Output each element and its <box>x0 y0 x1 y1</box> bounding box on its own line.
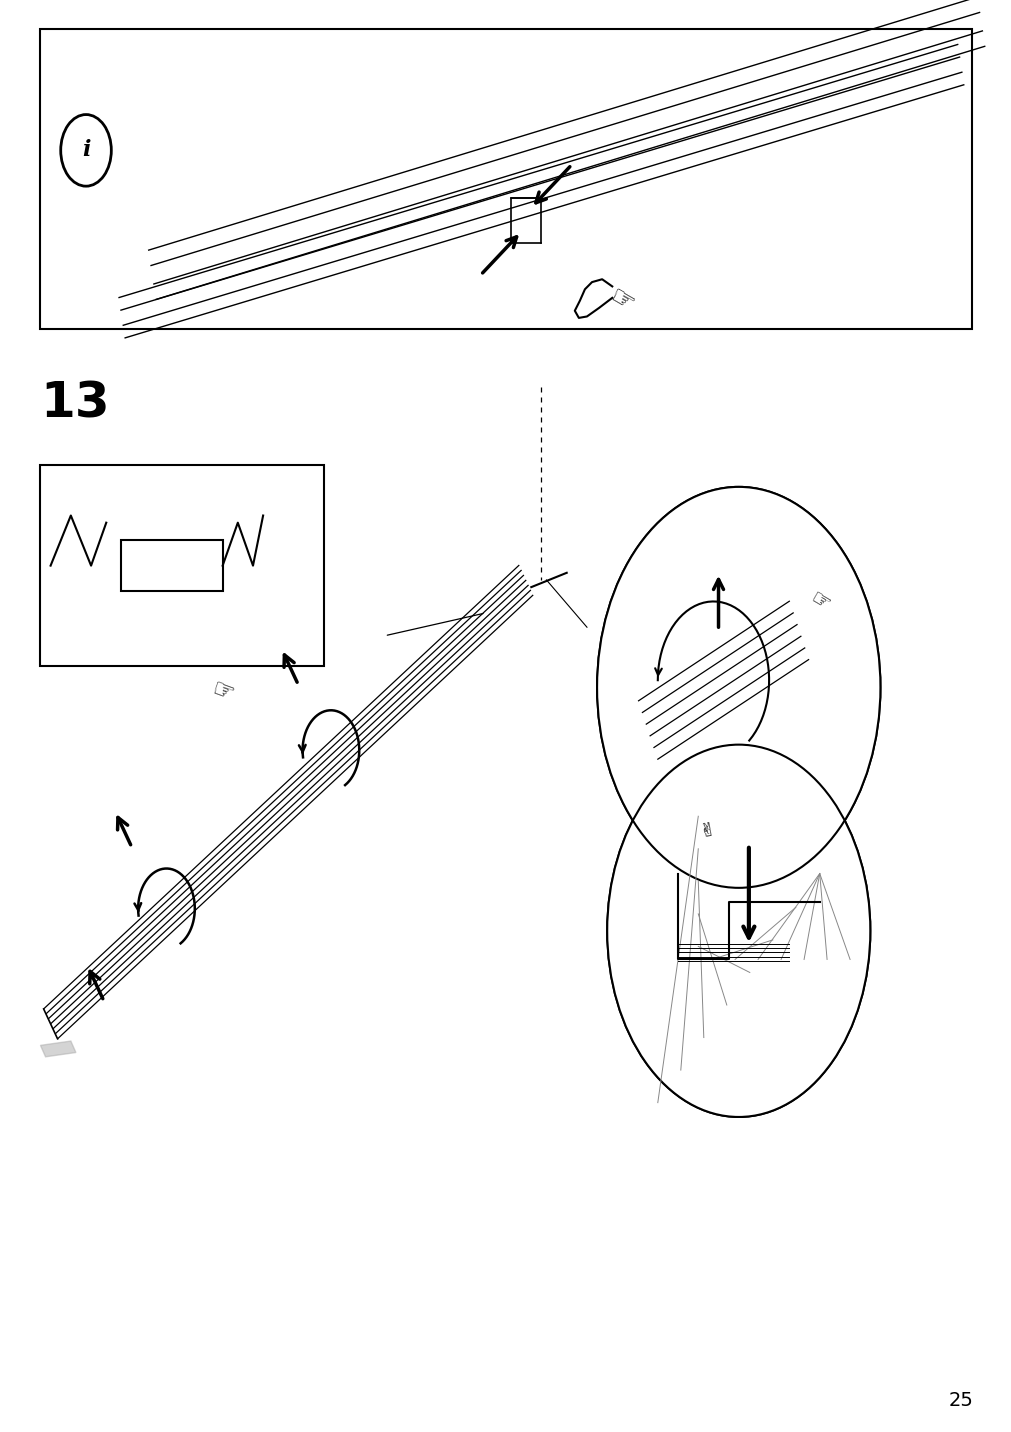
Text: ☞: ☞ <box>208 677 237 707</box>
Text: ☞: ☞ <box>806 587 832 616</box>
Text: ☞: ☞ <box>604 282 640 319</box>
Text: 13: 13 <box>40 379 110 428</box>
Circle shape <box>596 487 880 888</box>
Polygon shape <box>40 1041 76 1057</box>
Circle shape <box>607 745 869 1117</box>
Text: i: i <box>82 139 90 162</box>
Text: 25: 25 <box>948 1390 973 1411</box>
Text: ✌: ✌ <box>698 819 718 842</box>
